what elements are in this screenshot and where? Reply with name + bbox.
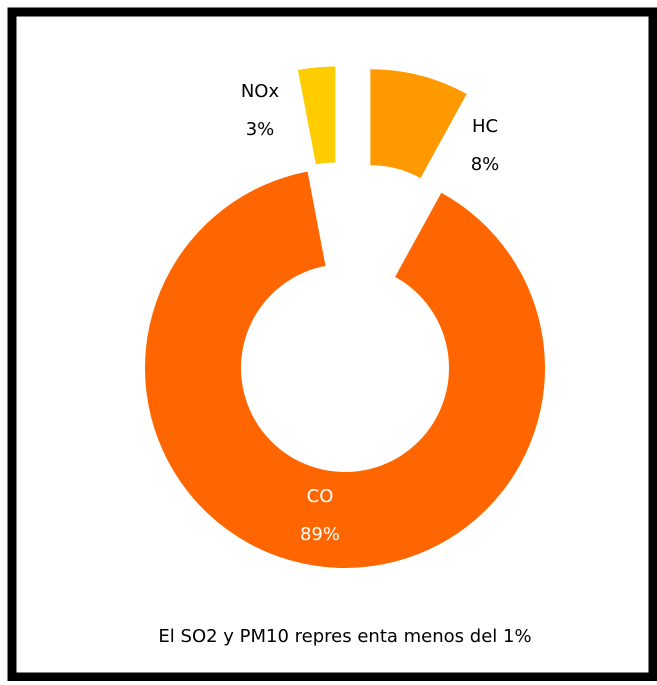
slice-value-label: 89% (300, 524, 340, 545)
donut-slice (370, 69, 467, 179)
slice-label: HC (472, 116, 498, 137)
annotation: El SO2 y PM10 repres enta menos del 1% (158, 626, 531, 647)
slice-value-label: 8% (471, 154, 500, 175)
donut-slice (297, 66, 336, 165)
frame (7, 7, 657, 682)
slice-label: NOx (241, 81, 280, 102)
slice-label: CO (307, 486, 334, 507)
slice-value-label: 3% (246, 119, 275, 140)
donut-slice (144, 171, 545, 569)
